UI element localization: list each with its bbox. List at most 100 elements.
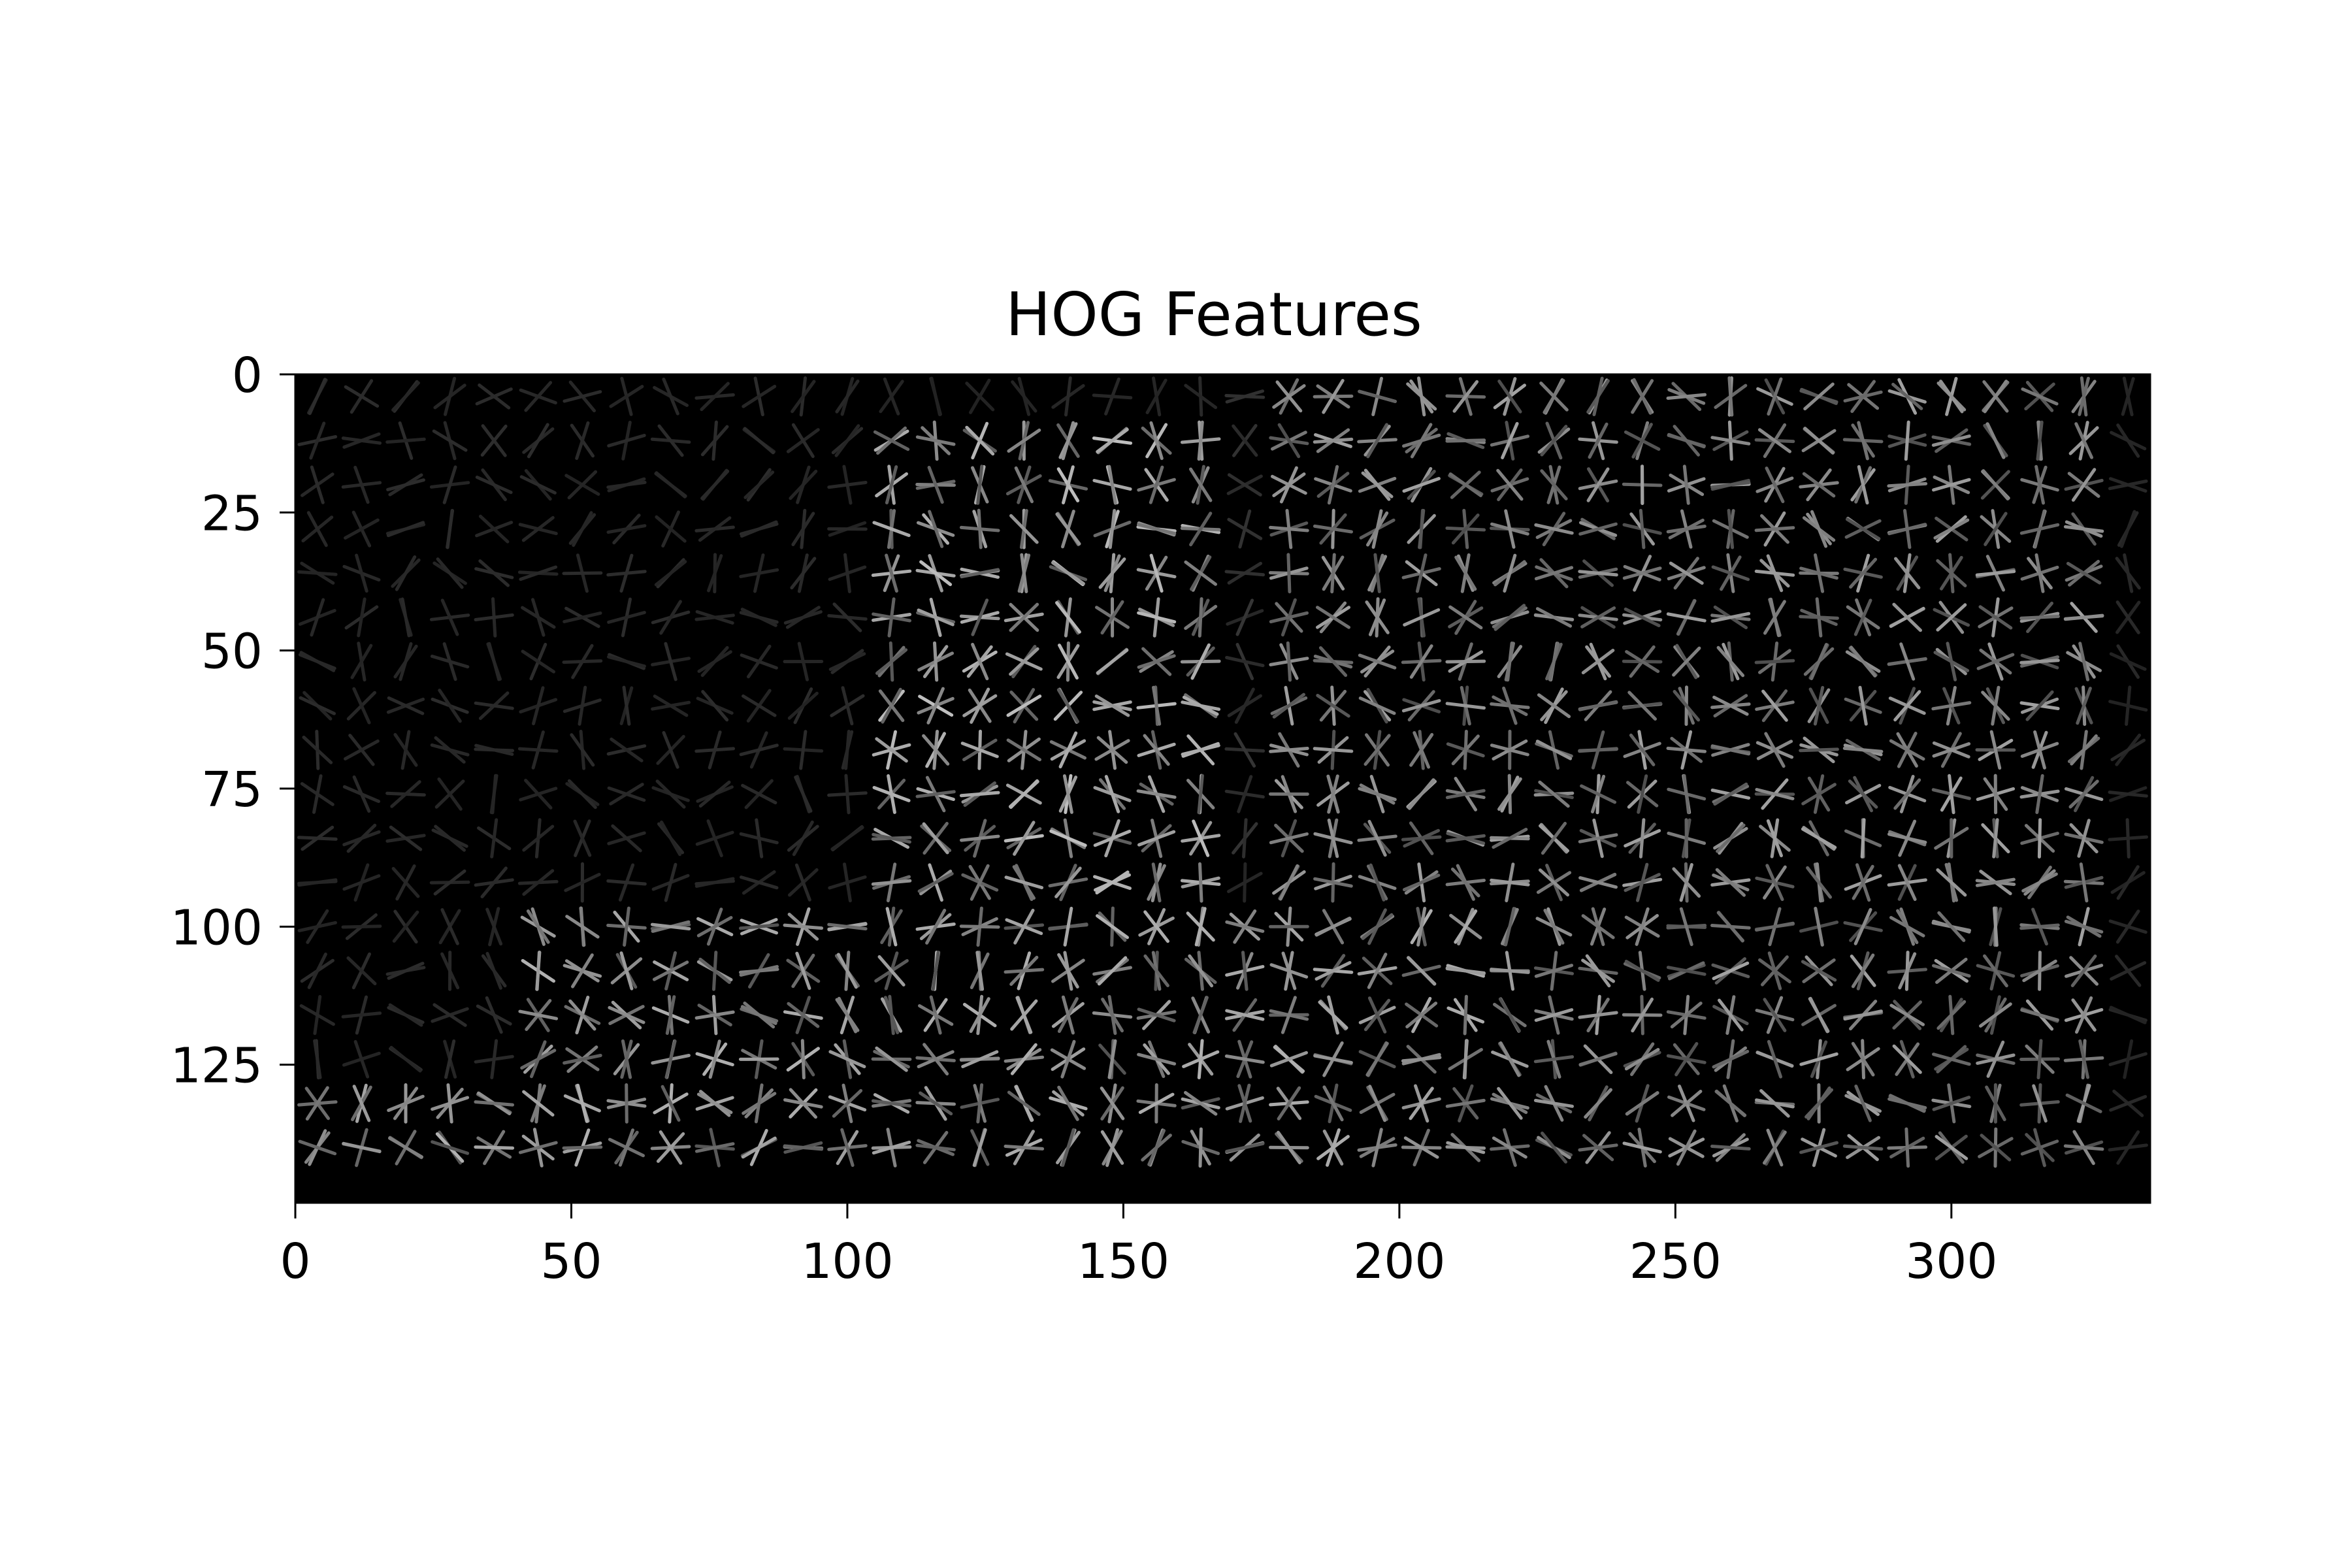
hog-gradient-line (620, 1039, 633, 1079)
x-tick-label: 0 (280, 1233, 310, 1290)
hog-gradient-line (1592, 376, 1604, 416)
hog-gradient-line (1503, 553, 1517, 593)
hog-gradient-line (563, 1054, 602, 1065)
hog-gradient-line (977, 508, 983, 549)
hog-gradient-line (2036, 420, 2044, 461)
hog-gradient-line (440, 598, 459, 636)
hog-gradient-line (1976, 653, 2015, 670)
hog-gradient-line (1580, 784, 1617, 804)
hog-gradient-line (527, 423, 549, 459)
hog-gradient-line (386, 521, 425, 538)
hog-gradient-line (2121, 377, 2135, 416)
hog-gradient-line (1224, 1054, 1265, 1064)
hog-gradient-line (872, 521, 911, 537)
hog-gradient-line (1936, 868, 1967, 897)
hog-gradient-line (1932, 1096, 1971, 1111)
hog-gradient-line (1855, 863, 1871, 902)
hog-gradient-line (794, 863, 811, 902)
hog-gradient-line (1358, 389, 1397, 403)
hog-gradient-line (742, 385, 777, 408)
hog-gradient-line (341, 436, 382, 445)
hog-gradient-line (1622, 1141, 1662, 1154)
hog-gradient-line (1799, 747, 1839, 753)
hog-gradient-line (783, 1144, 824, 1151)
hog-gradient-line (387, 962, 425, 980)
hog-gradient-line (623, 906, 630, 947)
hog-gradient-line (698, 780, 731, 808)
hog-gradient-line (925, 908, 947, 945)
hog-gradient-line (1670, 1002, 1703, 1029)
hog-gradient-line (917, 608, 955, 627)
hog-gradient-line (1543, 379, 1565, 414)
hog-gradient-line (1894, 557, 1921, 589)
hog-gradient-line (1492, 695, 1528, 716)
hog-gradient-line (1237, 775, 1253, 813)
hog-gradient-line (478, 559, 510, 587)
hog-gradient-line (2066, 562, 2102, 585)
hog-gradient-line (607, 655, 646, 668)
hog-gradient-line (385, 437, 426, 444)
hog-gradient-line (2065, 1093, 2102, 1113)
hog-gradient-line (1712, 695, 1749, 716)
hog-gradient-line (1504, 907, 1516, 947)
hog-gradient-line (840, 1128, 855, 1168)
hog-gradient-line (1672, 646, 1701, 677)
hog-gradient-line (800, 1039, 806, 1080)
hog-gradient-line (836, 953, 858, 989)
hog-gradient-line (971, 642, 989, 681)
hog-gradient-line (568, 999, 596, 1031)
hog-gradient-line (524, 381, 553, 412)
hog-gradient-line (353, 1039, 370, 1079)
hog-gradient-line (1402, 477, 1441, 493)
hog-gradient-line (313, 1039, 322, 1079)
hog-gradient-line (887, 774, 896, 814)
hog-gradient-line (1980, 1134, 2012, 1162)
hog-gradient-line (387, 696, 425, 715)
hog-gradient-line (1534, 964, 1574, 978)
hog-gradient-line (1277, 1130, 1301, 1165)
hog-gradient-line (700, 469, 730, 500)
hog-gradient-line (1931, 701, 1972, 711)
hog-gradient-line (431, 1140, 470, 1155)
hog-gradient-line (1358, 696, 1396, 715)
hog-gradient-line (1842, 1144, 1884, 1151)
hog-gradient-line (2019, 615, 2060, 620)
hog-gradient-line (1014, 466, 1034, 504)
hog-gradient-line (1897, 864, 1917, 901)
hog-gradient-line (1535, 740, 1573, 760)
hog-gradient-line (487, 642, 501, 681)
hog-gradient-line (1004, 1145, 1045, 1151)
hog-gradient-line (1224, 394, 1266, 399)
hog-gradient-line (1548, 642, 1560, 681)
hog-gradient-line (660, 820, 682, 857)
hog-gradient-line (1806, 866, 1832, 899)
hog-gradient-line (1327, 818, 1339, 858)
hog-gradient-line (392, 910, 419, 943)
hog-gradient-line (694, 1010, 735, 1020)
hog-gradient-line (1710, 612, 1751, 623)
hog-gradient-line (1138, 1092, 1175, 1115)
hog-gradient-line (1535, 607, 1573, 628)
hog-gradient-line (433, 1003, 467, 1027)
hog-gradient-line (885, 907, 898, 947)
hog-gradient-line (1673, 690, 1700, 722)
hog-gradient-line (1147, 1129, 1166, 1166)
hog-gradient-line (346, 956, 377, 986)
hog-gradient-line (694, 879, 735, 886)
hog-gradient-line (1989, 730, 2002, 770)
hog-gradient-line (610, 737, 644, 762)
hog-gradient-line (739, 743, 779, 757)
hog-gradient-line (2119, 510, 2136, 548)
hog-gradient-line (606, 480, 647, 489)
hog-gradient-line (1682, 465, 1690, 505)
hog-gradient-line (1358, 653, 1397, 670)
hog-gradient-line (1194, 907, 1207, 947)
hog-gradient-line (1060, 1039, 1076, 1079)
hog-gradient-line (1490, 878, 1530, 887)
hog-gradient-line (700, 382, 730, 412)
hog-gradient-line (517, 747, 559, 753)
hog-gradient-line (659, 1130, 683, 1165)
hog-gradient-line (1540, 425, 1568, 457)
hog-gradient-line (1896, 909, 1919, 945)
hog-gradient-line (1277, 423, 1301, 459)
